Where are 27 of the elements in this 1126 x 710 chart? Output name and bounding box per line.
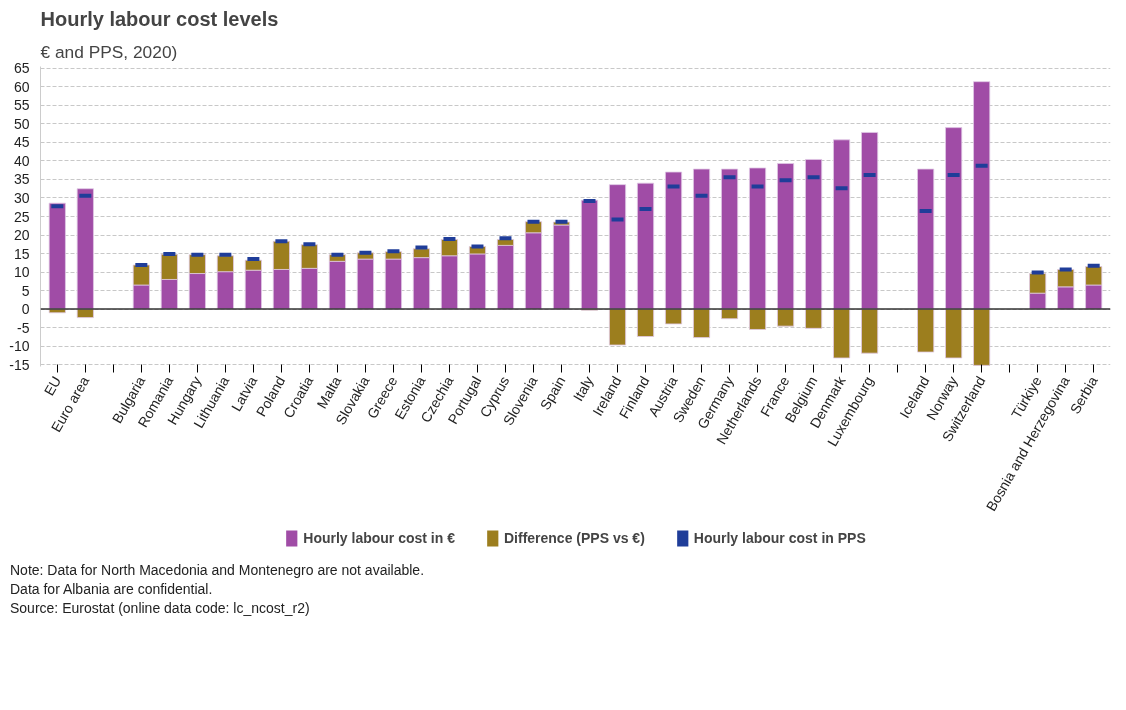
y-tick-label: 10 xyxy=(13,264,30,281)
y-tick-label: 25 xyxy=(13,208,30,225)
legend-label: Hourly labour cost in € xyxy=(303,530,455,546)
y-tick-label: 65 xyxy=(13,60,30,77)
source-note: Source: Eurostat (online data code: lc_ncost_r2) xyxy=(10,599,310,616)
y-tick-label: 40 xyxy=(13,152,30,169)
y-tick-label: 45 xyxy=(13,134,30,151)
y-tick-label: 60 xyxy=(13,78,30,95)
chart-subtitle: € and PPS, 2020) xyxy=(40,41,178,62)
text: Data for Albania are confidential. xyxy=(10,580,213,597)
legend-label: Hourly labour cost in PPS xyxy=(693,530,866,546)
y-tick-label: 55 xyxy=(13,97,30,114)
y-tick-label: 35 xyxy=(13,171,30,188)
y-tick-label: 15 xyxy=(13,245,30,262)
x-tick-label: Italy xyxy=(569,373,597,404)
y-tick-label: 0 xyxy=(21,301,30,318)
y-tick-label: -15 xyxy=(9,356,30,373)
y-tick-label: -5 xyxy=(17,319,30,336)
y-tick-label: 30 xyxy=(13,189,30,206)
y-tick-label: -10 xyxy=(9,338,30,355)
text: Note: Data for North Macedonia and Montenegro are not available. xyxy=(10,562,425,578)
y-tick-label: 5 xyxy=(21,282,30,299)
legend-label: Difference (PPS vs €) xyxy=(503,530,645,546)
y-tick-label: 20 xyxy=(13,227,30,244)
y-tick-label: 50 xyxy=(13,115,30,132)
x-tick-label: EU xyxy=(40,373,65,399)
chart-title: Hourly labour cost levels xyxy=(40,7,279,30)
